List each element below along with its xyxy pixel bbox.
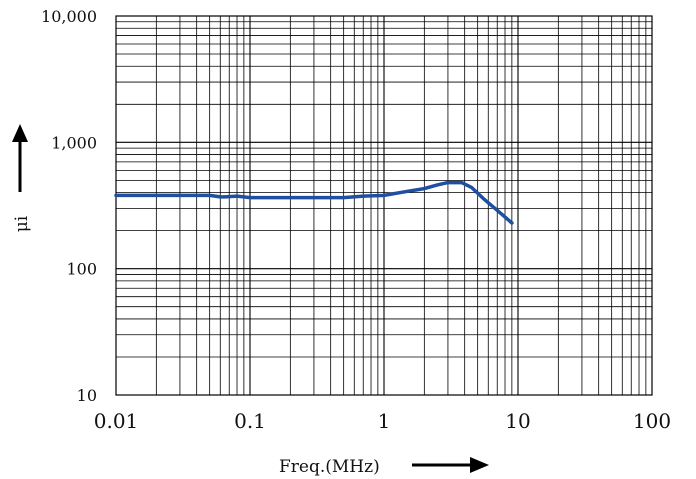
x-tick-label: 0.1 xyxy=(234,409,266,433)
x-tick-label: 10 xyxy=(505,409,530,433)
plot-frame xyxy=(115,15,653,396)
grid xyxy=(116,16,652,395)
y-tick-label: 10,000 xyxy=(41,7,97,26)
series-line xyxy=(114,180,514,225)
y-axis-arrow xyxy=(12,124,28,192)
x-axis-label: Freq.(MHz) xyxy=(279,457,380,477)
y-tick-label: 1,000 xyxy=(51,133,97,152)
x-tick-label: 0.01 xyxy=(94,409,139,433)
x-tick-labels: 0.01 0.1 1 10 100 xyxy=(94,409,671,433)
x-tick-label: 1 xyxy=(378,409,391,433)
y-tick-label: 100 xyxy=(66,260,97,279)
x-tick-label: 100 xyxy=(633,409,671,433)
y-tick-label: 10 xyxy=(77,386,97,405)
y-tick-labels: 10 100 1,000 10,000 xyxy=(41,7,97,405)
y-axis-label: μi xyxy=(12,215,32,232)
x-axis-arrow xyxy=(412,457,489,473)
